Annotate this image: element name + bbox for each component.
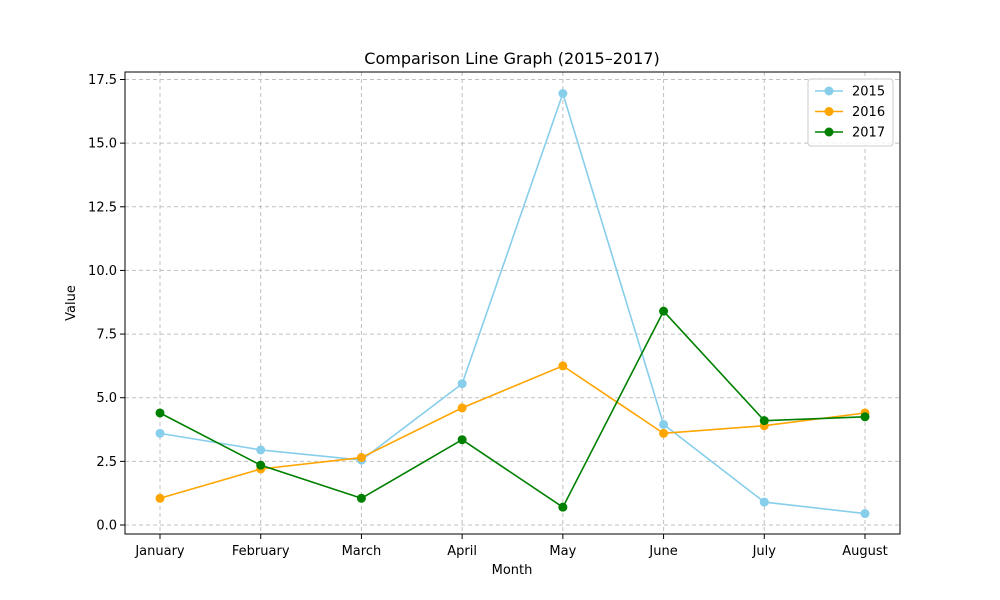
x-tick-label: May [549,544,576,559]
legend-label-2015: 2015 [852,85,885,100]
data-point-2017 [256,460,266,470]
data-point-2015 [256,445,266,455]
y-axis-label: Value [64,285,79,321]
y-tick-label: 5.0 [96,391,117,406]
legend-marker-2016 [824,107,834,116]
x-tick-label: March [342,544,382,559]
y-tick-label: 7.5 [96,328,117,343]
x-tick-label: February [232,544,290,559]
y-tick-label: 12.5 [88,200,117,215]
series-line-2016 [159,364,866,500]
data-point-2017 [860,412,870,422]
data-point-2017 [457,435,467,445]
series-line-2015 [159,90,866,515]
data-point-2016 [457,403,467,413]
series-lines [159,90,866,515]
legend-label-2017: 2017 [852,126,885,141]
data-point-2015 [558,89,568,99]
x-tick-label: April [447,544,477,559]
data-point-2015 [759,497,769,507]
x-axis-label: Month [492,563,533,578]
data-point-2016 [558,361,568,371]
x-tick-label: August [842,544,888,559]
series-points [155,89,870,519]
x-tick-label: June [648,544,677,559]
y-tick-label: 17.5 [88,73,117,88]
data-point-2017 [558,502,568,512]
x-tick-label: January [134,544,185,559]
data-point-2017 [659,306,669,316]
y-axis-ticks: 0.0 2.5 5.0 7.5 10.0 12.5 15.0 17.5 [88,73,125,534]
plot-area-frame [124,71,901,535]
data-point-2015 [155,428,165,438]
y-tick-label: 0.0 [96,519,117,534]
data-point-2015 [457,379,467,389]
legend-marker-2017 [824,127,834,137]
y-tick-label: 10.0 [88,264,117,279]
data-point-2016 [155,493,165,503]
data-point-2017 [356,493,366,503]
data-point-2015 [860,509,870,519]
x-axis-ticks: January February March April May June July Augu… [134,534,888,559]
series-line-2017 [159,309,866,509]
data-point-2016 [356,453,366,463]
data-point-2016 [659,428,669,438]
y-tick-label: 15.0 [88,137,117,152]
legend-marker-2015 [824,86,834,96]
data-point-2015 [659,419,669,429]
data-point-2017 [759,416,769,426]
y-tick-label: 2.5 [96,455,117,470]
grid [125,72,900,534]
data-point-2017 [155,408,165,418]
legend: 2015 2016 2017 [807,78,894,147]
chart-title: Comparison Line Graph (2015–2017) [364,49,659,68]
x-tick-label: July [752,544,777,559]
legend-label-2016: 2016 [852,105,885,120]
